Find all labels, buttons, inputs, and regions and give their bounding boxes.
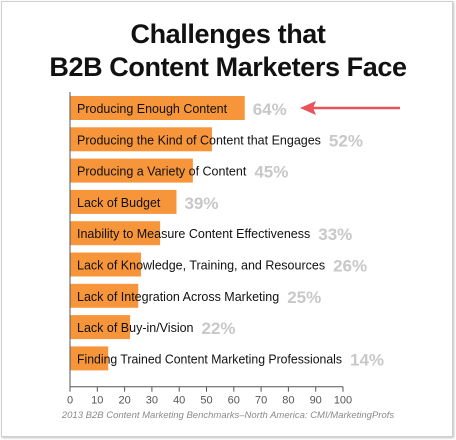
bar-1 bbox=[70, 96, 245, 120]
category-label-2: Producing the Kind of Content that Engag… bbox=[77, 133, 321, 147]
x-tick-label-30: 30 bbox=[146, 395, 158, 407]
value-label-1: 64% bbox=[253, 100, 287, 119]
bar-2 bbox=[70, 127, 212, 152]
bar-9 bbox=[70, 346, 109, 371]
x-tick-label-0: 0 bbox=[67, 395, 73, 407]
bar-6 bbox=[70, 252, 141, 277]
bar-8 bbox=[70, 315, 131, 340]
category-label-9: Finding Trained Content Marketing Profes… bbox=[77, 352, 342, 366]
bars-layer bbox=[70, 96, 245, 371]
x-tick-label-80: 80 bbox=[282, 395, 294, 407]
annotation-layer bbox=[300, 101, 400, 115]
category-label-4: Lack of Budget bbox=[77, 196, 161, 210]
bar-4 bbox=[70, 189, 177, 214]
value-label-9: 14% bbox=[350, 350, 384, 369]
value-label-4: 39% bbox=[184, 194, 218, 213]
value-label-5: 33% bbox=[318, 225, 352, 244]
annotation-arrow-head bbox=[300, 101, 316, 115]
x-tick-label-60: 60 bbox=[228, 395, 240, 407]
category-label-3: Producing a Variety of Content bbox=[77, 165, 247, 179]
x-tick-label-100: 100 bbox=[334, 395, 352, 407]
value-label-8: 22% bbox=[202, 319, 236, 338]
chart-title-line-2: B2B Content Marketers Face bbox=[49, 52, 407, 82]
value-labels-layer: 64% 52% 45% 39% 33% 26% 25% 22% 14% bbox=[184, 100, 384, 369]
bar-3 bbox=[70, 158, 193, 183]
value-label-7: 25% bbox=[287, 288, 321, 307]
x-tick-label-40: 40 bbox=[173, 395, 185, 407]
category-label-1: Producing Enough Content bbox=[77, 102, 228, 116]
x-axis: 0 10 20 30 40 50 60 70 80 90 100 bbox=[67, 92, 352, 407]
x-tick-label-50: 50 bbox=[200, 395, 212, 407]
chart-title-line-1: Challenges that bbox=[130, 19, 326, 49]
x-tick-label-10: 10 bbox=[91, 395, 103, 407]
bar-7 bbox=[70, 283, 139, 308]
category-label-8: Lack of Buy-in/Vision bbox=[77, 321, 194, 335]
x-tick-label-70: 70 bbox=[255, 395, 267, 407]
x-tick-label-20: 20 bbox=[118, 395, 130, 407]
category-labels-layer: Producing Enough Content Producing the Ki… bbox=[77, 102, 342, 366]
source-caption: 2013 B2B Content Marketing Benchmarks–No… bbox=[61, 410, 395, 421]
category-label-6: Lack of Knowledge, Training, and Resourc… bbox=[77, 259, 325, 273]
category-label-5: Inability to Measure Content Effectivene… bbox=[77, 227, 310, 241]
category-label-7: Lack of Integration Across Marketing bbox=[77, 290, 279, 304]
value-label-3: 45% bbox=[254, 163, 288, 182]
x-tick-label-90: 90 bbox=[310, 395, 322, 407]
value-label-2: 52% bbox=[329, 131, 363, 150]
bar-5 bbox=[70, 221, 161, 246]
value-label-6: 26% bbox=[333, 257, 367, 276]
